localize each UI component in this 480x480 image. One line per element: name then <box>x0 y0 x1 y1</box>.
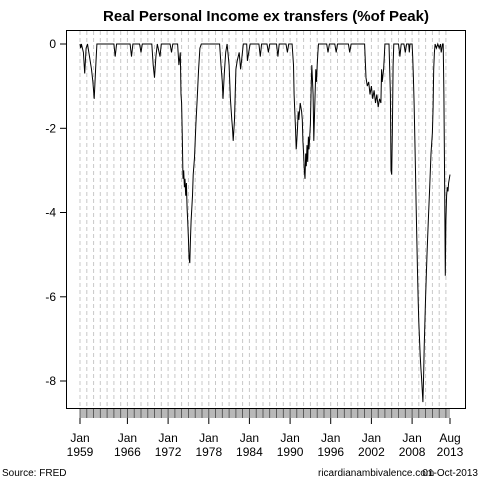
source-note: Source: FRED <box>2 468 66 479</box>
series-line <box>79 42 451 403</box>
x-tick-label-year: 2013 <box>437 445 464 459</box>
x-tick-label-year: 1978 <box>195 445 222 459</box>
rug-band <box>80 409 450 418</box>
x-tick-label-month: Jan <box>402 431 421 445</box>
footer-date: 01-Oct-2013 <box>422 468 478 479</box>
x-tick-label-month: Aug <box>439 431 460 445</box>
x-tick-label-year: 1966 <box>114 445 141 459</box>
x-tick-label-year: 2008 <box>399 445 426 459</box>
x-tick-label-month: Jan <box>158 431 177 445</box>
x-axis: Jan1959Jan1966Jan1972Jan1978Jan1984Jan19… <box>67 418 464 459</box>
grid <box>79 31 447 408</box>
chart-title: Real Personal Income ex transfers (%of P… <box>103 8 429 25</box>
y-tick-label: 0 <box>49 37 56 51</box>
x-tick-label-month: Jan <box>240 431 259 445</box>
y-axis: 0 -2 -4 -6 -8 <box>45 37 66 388</box>
x-tick-label-month: Jan <box>321 431 340 445</box>
y-tick-label: -6 <box>45 290 56 304</box>
x-tick-label-month: Jan <box>118 431 137 445</box>
x-tick-label-year: 1959 <box>67 445 94 459</box>
x-tick-label-year: 1972 <box>155 445 182 459</box>
x-tick-label-year: 1984 <box>236 445 263 459</box>
x-tick-label-year: 1996 <box>317 445 344 459</box>
y-tick-label: -4 <box>45 206 56 220</box>
x-tick-label-year: 2002 <box>358 445 385 459</box>
date-rug <box>79 409 450 418</box>
x-tick-label-month: Jan <box>280 431 299 445</box>
site-name: ricardianambivalence.com <box>318 468 434 479</box>
plot-frame <box>66 30 466 409</box>
y-tick-label: -2 <box>45 121 56 135</box>
y-tick-label: -8 <box>45 374 56 388</box>
x-tick-label-month: Jan <box>70 431 89 445</box>
x-tick-label-year: 1990 <box>277 445 304 459</box>
x-tick-label-month: Jan <box>362 431 381 445</box>
x-tick-label-month: Jan <box>199 431 218 445</box>
